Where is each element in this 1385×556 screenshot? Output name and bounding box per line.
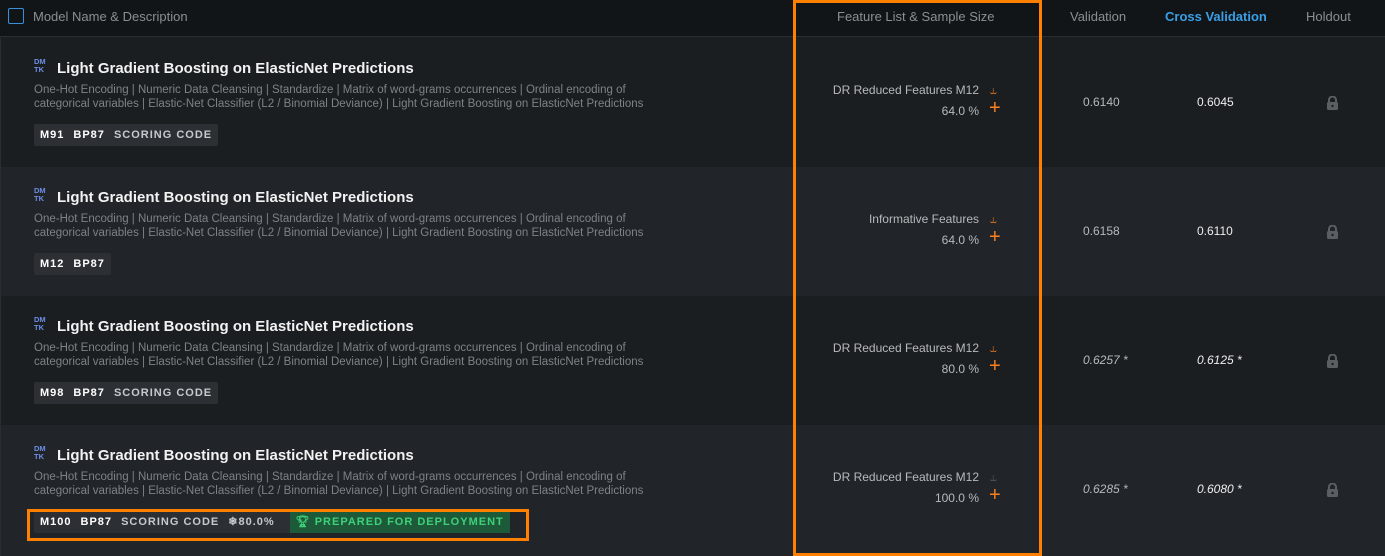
cross-validation-score: 0.6080 * — [1197, 482, 1242, 496]
model-badges: M98 BP87 SCORING CODE — [34, 382, 219, 404]
lock-icon[interactable] — [1326, 353, 1339, 368]
sample-size: 100.0 % — [934, 491, 979, 505]
col-model-name[interactable]: Model Name & Description — [33, 9, 188, 24]
add-sample-icon[interactable]: + — [989, 97, 1001, 119]
feature-list-name[interactable]: DR Reduced Features M12 — [832, 470, 979, 484]
feature-lineage-icon[interactable]: ⥿ — [990, 341, 997, 355]
model-badges: M100 BP87 SCORING CODE ❄80.0% 🏆︎ PREPARED FO… — [34, 511, 510, 533]
scoring-code-badge[interactable]: SCORING CODE — [113, 129, 213, 141]
cross-validation-score: 0.6045 — [1197, 95, 1234, 109]
scoring-code-badge[interactable]: SCORING CODE — [113, 387, 213, 399]
feature-list-name[interactable]: Informative Features — [868, 212, 979, 226]
col-holdout[interactable]: Holdout — [1306, 9, 1351, 24]
sample-size: 80.0 % — [941, 362, 979, 376]
feature-lineage-icon[interactable]: ⥿ — [990, 83, 997, 97]
feature-lineage-icon[interactable]: ⥿ — [990, 470, 997, 484]
model-title[interactable]: Light Gradient Boosting on ElasticNet Pr… — [57, 60, 414, 77]
model-id-badge: M91 — [40, 129, 65, 141]
feature-lineage-icon[interactable]: ⥿ — [990, 212, 997, 226]
model-description: One-Hot Encoding | Numeric Data Cleansin… — [34, 342, 644, 368]
add-sample-icon[interactable]: + — [989, 484, 1001, 506]
model-badges: M12 BP87 — [34, 253, 111, 275]
col-cross-validation[interactable]: Cross Validation — [1165, 9, 1267, 24]
validation-score: 0.6158 — [1083, 224, 1120, 238]
model-title[interactable]: Light Gradient Boosting on ElasticNet Pr… — [57, 189, 414, 206]
blueprint-badge[interactable]: BP87 — [73, 129, 105, 141]
feature-list-name[interactable]: DR Reduced Features M12 — [832, 341, 979, 355]
select-all-checkbox[interactable] — [8, 8, 24, 24]
validation-score: 0.6140 — [1083, 95, 1120, 109]
sample-size: 64.0 % — [941, 233, 979, 247]
table-header: Model Name & Description Feature List & … — [0, 0, 1385, 37]
dmtk-logo-icon: DM TK — [34, 444, 46, 461]
scoring-code-badge[interactable]: SCORING CODE — [121, 516, 220, 528]
snowflake-icon: ❄ — [228, 516, 239, 528]
validation-score: 0.6257 * — [1083, 353, 1128, 367]
dmtk-logo-icon: DM TK — [34, 315, 46, 332]
add-sample-icon[interactable]: + — [989, 226, 1001, 248]
model-row[interactable]: DM TK Light Gradient Boosting on ElasticN… — [0, 425, 1385, 556]
dmtk-logo-icon: DM TK — [34, 186, 46, 203]
cross-validation-score: 0.6110 — [1197, 224, 1233, 238]
lock-icon[interactable] — [1326, 95, 1339, 110]
model-badges: M91 BP87 SCORING CODE — [34, 124, 219, 146]
model-id-badge: M100 — [40, 516, 72, 528]
model-description: One-Hot Encoding | Numeric Data Cleansin… — [34, 84, 644, 110]
sample-size: 64.0 % — [941, 104, 979, 118]
col-validation[interactable]: Validation — [1070, 9, 1127, 24]
cross-validation-score: 0.6125 * — [1197, 353, 1242, 367]
feature-list-name[interactable]: DR Reduced Features M12 — [832, 83, 979, 97]
blueprint-badge[interactable]: BP87 — [73, 387, 105, 399]
dmtk-logo-icon: DM TK — [34, 57, 46, 74]
model-id-badge: M12 — [40, 258, 65, 270]
model-title[interactable]: Light Gradient Boosting on ElasticNet Pr… — [57, 318, 414, 335]
model-title[interactable]: Light Gradient Boosting on ElasticNet Pr… — [57, 447, 414, 464]
model-description: One-Hot Encoding | Numeric Data Cleansin… — [34, 471, 644, 497]
model-row[interactable]: DM TK Light Gradient Boosting on ElasticN… — [0, 167, 1385, 296]
model-row[interactable]: DM TK Light Gradient Boosting on ElasticN… — [0, 38, 1385, 167]
model-id-badge: M98 — [40, 387, 65, 399]
blueprint-badge[interactable]: BP87 — [80, 516, 113, 528]
lock-icon[interactable] — [1326, 482, 1339, 497]
col-feature-list[interactable]: Feature List & Sample Size — [837, 9, 995, 24]
model-row[interactable]: DM TK Light Gradient Boosting on ElasticN… — [0, 296, 1385, 425]
lock-icon[interactable] — [1326, 224, 1339, 239]
frozen-sample-badge: ❄80.0% — [228, 516, 275, 528]
trophy-icon: 🏆︎ — [295, 516, 311, 528]
add-sample-icon[interactable]: + — [989, 355, 1001, 377]
blueprint-badge[interactable]: BP87 — [73, 258, 105, 270]
deployment-badge: 🏆︎ PREPARED FOR DEPLOYMENT — [289, 511, 510, 533]
validation-score: 0.6285 * — [1083, 482, 1128, 496]
model-description: One-Hot Encoding | Numeric Data Cleansin… — [34, 213, 644, 239]
